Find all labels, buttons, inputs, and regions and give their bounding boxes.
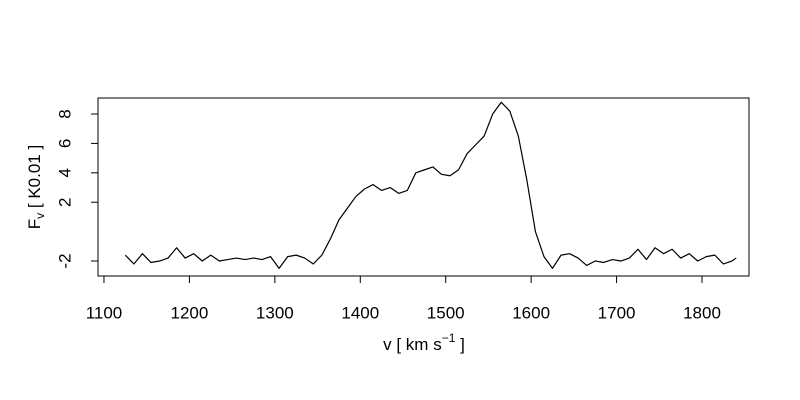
x-tick-label: 1700	[598, 303, 636, 322]
y-label-end: [ K0.01 ]	[25, 145, 44, 213]
y-tick-label: 6	[55, 139, 74, 148]
y-tick-label: 2	[55, 197, 74, 206]
y-tick-label: 4	[55, 168, 74, 177]
y-label-main: F	[25, 219, 44, 229]
y-label-sub: v	[33, 213, 47, 219]
x-tick-label: 1300	[256, 303, 294, 322]
x-label-sup: −1	[442, 331, 456, 345]
x-axis-label: v [ km s−1 ]	[383, 331, 465, 354]
x-tick-label: 1500	[427, 303, 465, 322]
data-line	[124, 101, 737, 269]
y-axis-label: Fv [ K0.01 ]	[25, 145, 47, 229]
y-tick-label: 8	[55, 109, 74, 118]
x-label-end: ]	[455, 335, 464, 354]
x-tick-label: 1400	[341, 303, 379, 322]
x-tick-label: 1100	[86, 303, 123, 322]
y-tick-label: -2	[55, 253, 74, 268]
x-tick-label: 1200	[170, 303, 208, 322]
x-tick-label: 1600	[512, 303, 550, 322]
plot-frame	[97, 97, 750, 277]
x-label-main: v [ km s	[383, 335, 442, 354]
x-tick-label: 1800	[683, 303, 721, 322]
